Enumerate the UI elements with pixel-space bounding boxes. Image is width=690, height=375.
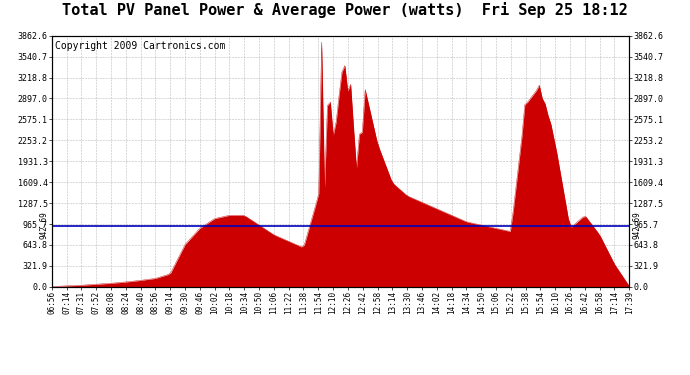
Text: 942.69: 942.69 (632, 211, 641, 239)
Text: 942.69: 942.69 (40, 211, 49, 239)
Text: Copyright 2009 Cartronics.com: Copyright 2009 Cartronics.com (55, 40, 225, 51)
Text: Total PV Panel Power & Average Power (watts)  Fri Sep 25 18:12: Total PV Panel Power & Average Power (wa… (62, 2, 628, 18)
